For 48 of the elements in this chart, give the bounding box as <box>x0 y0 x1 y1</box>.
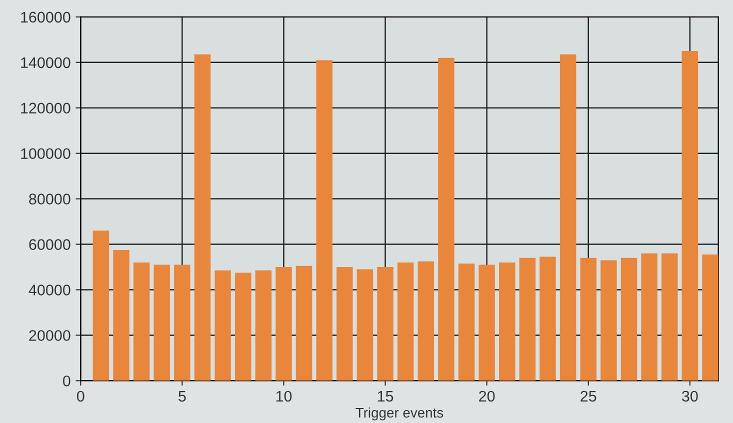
y-tick-label: 100000 <box>21 148 70 160</box>
bar <box>397 262 414 381</box>
bar <box>296 266 312 381</box>
y-tick-label: 140000 <box>21 57 70 68</box>
bar <box>214 270 231 381</box>
y-tick-label: 40000 <box>28 284 70 296</box>
bar <box>458 264 475 381</box>
bar <box>641 253 658 381</box>
bar <box>336 267 353 381</box>
y-tick-label: 80000 <box>29 194 70 204</box>
y-tick-label: 160000 <box>21 12 70 23</box>
y-tick-label: 20000 <box>29 330 70 341</box>
bar <box>620 258 638 381</box>
x-tick-label: 10 <box>276 390 292 402</box>
bar <box>356 269 374 381</box>
bar <box>194 54 211 381</box>
x-tick-label: 0 <box>76 390 84 402</box>
bar <box>276 267 292 381</box>
bar <box>92 230 110 381</box>
bar <box>154 264 170 381</box>
bar <box>682 51 698 381</box>
bar <box>174 264 190 381</box>
bar <box>234 272 252 381</box>
y-tick-label: 60000 <box>29 239 70 250</box>
bar <box>255 270 272 381</box>
bar <box>316 60 332 381</box>
x-tick-label: 20 <box>479 390 495 402</box>
y-tick-label: 0 <box>63 376 70 386</box>
y-tick-label: 120000 <box>21 102 70 114</box>
x-tick-label: 25 <box>580 390 596 402</box>
x-tick-label: 15 <box>378 390 394 402</box>
x-tick-label: 5 <box>178 390 186 402</box>
bar <box>113 250 130 381</box>
bar <box>418 261 434 381</box>
x-tick-label: 30 <box>682 390 698 402</box>
bar <box>661 253 678 381</box>
bar <box>377 267 394 381</box>
bar <box>499 262 516 381</box>
x-axis-title: Trigger events <box>356 407 444 420</box>
bar <box>519 258 536 381</box>
bar <box>438 58 454 381</box>
bar <box>540 256 556 381</box>
bar <box>600 260 617 381</box>
bar <box>560 54 576 381</box>
bar <box>133 262 150 381</box>
bar <box>478 264 495 381</box>
bar <box>580 258 596 381</box>
bar <box>702 254 718 381</box>
